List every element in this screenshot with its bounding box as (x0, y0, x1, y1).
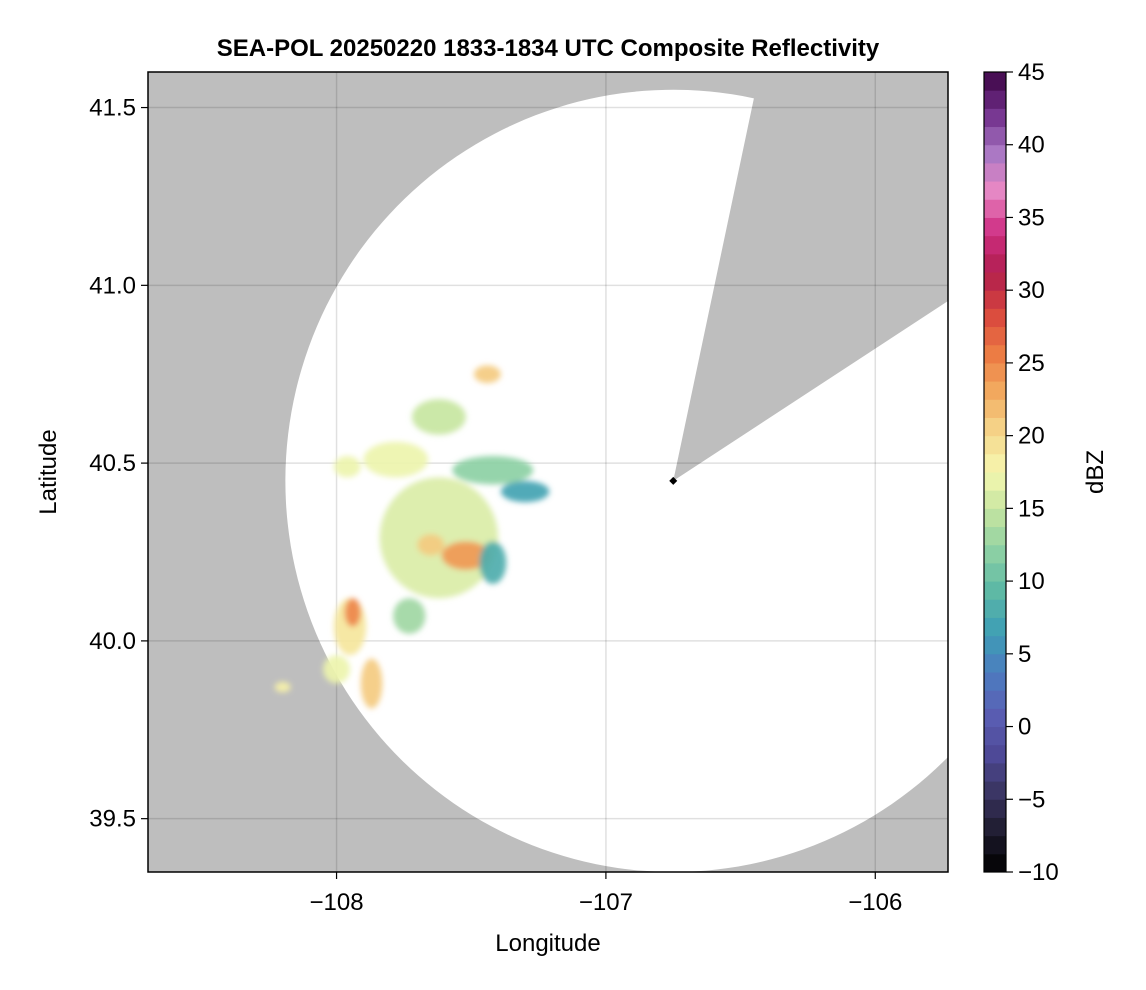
colorbar-swatch (984, 781, 1006, 800)
reflectivity-cell (393, 598, 426, 634)
reflectivity-cell (323, 655, 351, 684)
x-axis-label: Longitude (495, 930, 600, 957)
y-axis-label: Latitude (35, 429, 62, 514)
colorbar-swatch (984, 672, 1006, 691)
reflectivity-cell (479, 541, 507, 585)
reflectivity-cell (411, 399, 466, 435)
colorbar-tick-label: 15 (1018, 495, 1045, 522)
colorbar-swatch (984, 726, 1006, 746)
colorbar-swatch (984, 417, 1006, 437)
colorbar-tick-label: 40 (1018, 132, 1045, 159)
x-tick-label: −107 (579, 889, 633, 916)
colorbar-swatch (984, 435, 1006, 455)
colorbar-swatch (984, 235, 1006, 255)
colorbar-tick-label: 5 (1018, 641, 1031, 668)
colorbar-ticks: −10 −5 0 5 10 15 20 25 30 35 40 45 (1006, 59, 1059, 886)
colorbar-swatch (984, 562, 1006, 582)
colorbar-tick-label: 0 (1018, 714, 1031, 741)
reflectivity-cell (500, 480, 550, 503)
colorbar-swatch (984, 362, 1006, 382)
colorbar-swatch (984, 144, 1006, 164)
colorbar-swatch (984, 853, 1006, 873)
colorbar-swatch (984, 599, 1006, 618)
colorbar-swatch (984, 544, 1006, 564)
reflectivity-cell (274, 681, 291, 693)
y-tick-label: 39.5 (89, 806, 136, 833)
y-tick-label: 40.5 (89, 450, 136, 477)
colorbar-swatch (984, 526, 1006, 546)
colorbar-tick-label: 30 (1018, 277, 1045, 304)
plot-frame (147, 71, 949, 873)
colorbar-tick-label: −5 (1018, 786, 1045, 813)
x-tick-label: −108 (310, 889, 364, 916)
y-tick-label: 41.5 (89, 95, 136, 122)
colorbar-swatch (984, 490, 1006, 509)
colorbar-swatch (984, 381, 1006, 400)
colorbar-swatch (984, 399, 1006, 418)
plot-area (148, 72, 948, 872)
radar-location-marker (669, 476, 678, 485)
colorbar-tick-label: 35 (1018, 204, 1045, 231)
reflectivity-cell (360, 658, 383, 709)
colorbar-label: dBZ (1082, 450, 1109, 494)
colorbar-swatch (984, 90, 1006, 109)
colorbar-swatch (984, 308, 1006, 328)
colorbar-tick-label: −10 (1018, 859, 1059, 886)
colorbar-swatch (984, 762, 1006, 782)
colorbar-swatch (984, 344, 1006, 364)
colorbar-swatch (984, 817, 1006, 837)
colorbar-swatch (984, 799, 1006, 818)
colorbar-tick-label: 45 (1018, 59, 1045, 86)
colorbar: −10 −5 0 5 10 15 20 25 30 35 40 45 dBZ (983, 59, 1109, 886)
reflectivity-field (274, 365, 550, 709)
colorbar-swatch (984, 199, 1006, 218)
colorbar-swatch (984, 162, 1006, 182)
colorbar-swatch (984, 326, 1006, 346)
reflectivity-cell (441, 541, 491, 570)
colorbar-swatch (984, 272, 1006, 291)
colorbar-swatch (984, 835, 1006, 855)
colorbar-swatch (984, 181, 1006, 200)
colorbar-swatch (984, 744, 1006, 764)
colorbar-swatch (984, 453, 1006, 473)
colorbar-tick-label: 20 (1018, 423, 1045, 450)
reflectivity-cell (417, 534, 445, 556)
reflectivity-cell (452, 456, 534, 485)
colorbar-swatch (984, 126, 1006, 146)
colorbar-swatch (984, 581, 1006, 600)
colorbar-tick-label: 25 (1018, 350, 1045, 377)
y-tick-label: 40.0 (89, 628, 136, 655)
colorbar-swatch (984, 253, 1006, 273)
colorbar-swatch (984, 290, 1006, 309)
colorbar-swatch (984, 617, 1006, 637)
colorbar-swatch (984, 690, 1006, 709)
reflectivity-cell (473, 365, 501, 384)
y-tick-label: 41.0 (89, 272, 136, 299)
colorbar-swatches (984, 72, 1006, 873)
reflectivity-cell (344, 598, 361, 627)
x-axis: −108 −107 −106 (310, 872, 902, 916)
colorbar-swatch (984, 635, 1006, 655)
reflectivity-cell (363, 441, 429, 478)
colorbar-swatch (984, 72, 1006, 91)
colorbar-swatch (984, 108, 1006, 128)
chart-title: SEA-POL 20250220 1833-1834 UTC Composite… (217, 35, 880, 62)
colorbar-swatch (984, 217, 1006, 237)
colorbar-frame (983, 71, 1007, 873)
colorbar-swatch (984, 508, 1006, 528)
y-axis: 39.5 40.0 40.5 41.0 41.5 (89, 95, 148, 833)
colorbar-swatch (984, 653, 1006, 673)
gridlines (148, 72, 948, 872)
colorbar-swatch (984, 708, 1006, 728)
reflectivity-cell (333, 456, 361, 478)
radar-coverage (285, 89, 948, 872)
colorbar-swatch (984, 472, 1006, 491)
colorbar-tick-label: 10 (1018, 568, 1045, 595)
x-tick-label: −106 (848, 889, 902, 916)
